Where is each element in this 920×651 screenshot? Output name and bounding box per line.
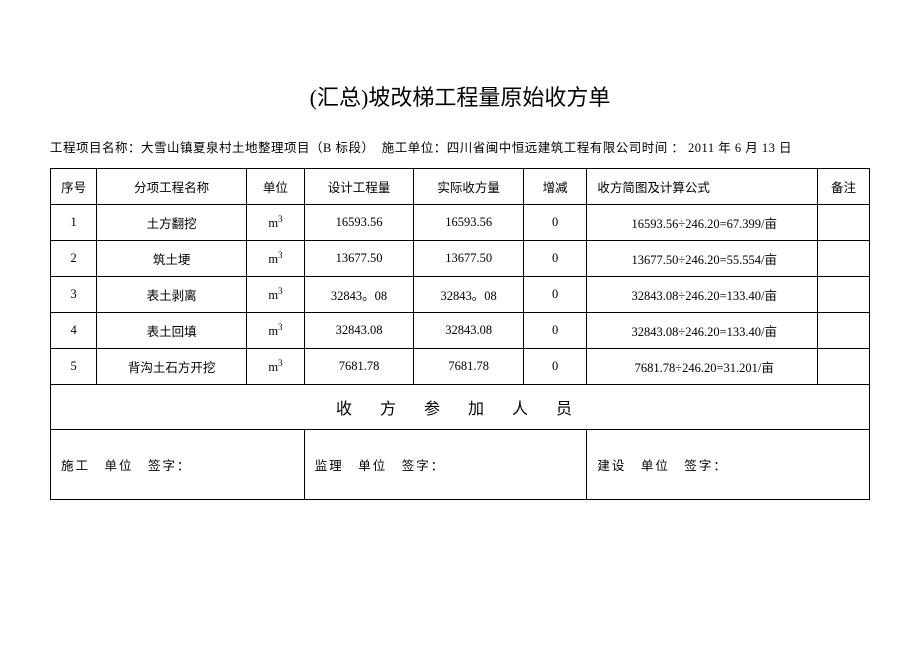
cell-formula: 13677.50÷246.20=55.554/亩: [587, 241, 818, 277]
cell-actual: 32843.08: [414, 313, 524, 349]
cell-remark: [818, 349, 870, 385]
cell-seq: 2: [51, 241, 97, 277]
table-row: 5 背沟土石方开挖 m3 7681.78 7681.78 0 7681.78÷2…: [51, 349, 870, 385]
cell-diff: 0: [523, 205, 586, 241]
project-info: 工程项目名称：大雪山镇夏泉村土地整理项目（B 标段） 施工单位：四川省闽中恒远建…: [50, 137, 792, 156]
col-header-unit: 单位: [247, 169, 305, 205]
cell-remark: [818, 313, 870, 349]
cell-name: 表土剥离: [97, 277, 247, 313]
cell-remark: [818, 241, 870, 277]
participant-header-row: 收 方 参 加 人 员: [51, 385, 870, 430]
table-row: 4 表土回填 m3 32843.08 32843.08 0 32843.08÷2…: [51, 313, 870, 349]
cell-unit: m3: [247, 313, 305, 349]
cell-design: 13677.50: [304, 241, 414, 277]
cell-seq: 5: [51, 349, 97, 385]
col-header-seq: 序号: [51, 169, 97, 205]
date-label: 时间 ：: [642, 141, 685, 155]
cell-design: 16593.56: [304, 205, 414, 241]
col-header-design: 设计工程量: [304, 169, 414, 205]
cell-unit: m3: [247, 349, 305, 385]
sign-supervision: 监理 单位 签字：: [304, 430, 587, 500]
cell-seq: 3: [51, 277, 97, 313]
cell-seq: 4: [51, 313, 97, 349]
cell-name: 土方翻挖: [97, 205, 247, 241]
cell-formula: 32843.08÷246.20=133.40/亩: [587, 313, 818, 349]
table-body: 1 土方翻挖 m3 16593.56 16593.56 0 16593.56÷2…: [51, 205, 870, 500]
cell-actual: 32843。08: [414, 277, 524, 313]
cell-formula: 32843.08÷246.20=133.40/亩: [587, 277, 818, 313]
document-title: (汇总)坡改梯工程量原始收方单: [50, 80, 870, 112]
cell-actual: 7681.78: [414, 349, 524, 385]
sign-owner: 建设 单位 签字：: [587, 430, 870, 500]
cell-unit: m3: [247, 277, 305, 313]
col-header-actual: 实际收方量: [414, 169, 524, 205]
date-value: 2011 年 6 月 13 日: [684, 141, 792, 155]
col-header-formula: 收方简图及计算公式: [587, 169, 818, 205]
col-header-diff: 增减: [523, 169, 586, 205]
cell-actual: 16593.56: [414, 205, 524, 241]
cell-name: 筑土埂: [97, 241, 247, 277]
cell-diff: 0: [523, 349, 586, 385]
quantity-table: 序号 分项工程名称 单位 设计工程量 实际收方量 增减 收方简图及计算公式 备注…: [50, 168, 870, 500]
participant-header: 收 方 参 加 人 员: [51, 385, 870, 430]
table-row: 3 表土剥离 m3 32843。08 32843。08 0 32843.08÷2…: [51, 277, 870, 313]
table-row: 1 土方翻挖 m3 16593.56 16593.56 0 16593.56÷2…: [51, 205, 870, 241]
construction-unit: 四川省闽中恒远建筑工程有限公司: [447, 141, 642, 155]
cell-design: 7681.78: [304, 349, 414, 385]
cell-name: 表土回填: [97, 313, 247, 349]
cell-formula: 7681.78÷246.20=31.201/亩: [587, 349, 818, 385]
signature-row: 施工 单位 签字： 监理 单位 签字： 建设 单位 签字：: [51, 430, 870, 500]
cell-diff: 0: [523, 241, 586, 277]
cell-remark: [818, 277, 870, 313]
cell-formula: 16593.56÷246.20=67.399/亩: [587, 205, 818, 241]
cell-design: 32843。08: [304, 277, 414, 313]
cell-seq: 1: [51, 205, 97, 241]
construction-label: 施工单位：: [382, 141, 447, 155]
table-header-row: 序号 分项工程名称 单位 设计工程量 实际收方量 增减 收方简图及计算公式 备注: [51, 169, 870, 205]
header-info: 工程项目名称：大雪山镇夏泉村土地整理项目（B 标段） 施工单位：四川省闽中恒远建…: [50, 137, 870, 156]
table-row: 2 筑土埂 m3 13677.50 13677.50 0 13677.50÷24…: [51, 241, 870, 277]
cell-unit: m3: [247, 241, 305, 277]
project-name: 大雪山镇夏泉村土地整理项目（B 标段）: [141, 141, 374, 155]
cell-diff: 0: [523, 277, 586, 313]
sign-construction: 施工 单位 签字：: [51, 430, 305, 500]
cell-design: 32843.08: [304, 313, 414, 349]
cell-actual: 13677.50: [414, 241, 524, 277]
col-header-name: 分项工程名称: [97, 169, 247, 205]
project-label: 工程项目名称：: [50, 141, 141, 155]
cell-name: 背沟土石方开挖: [97, 349, 247, 385]
col-header-remark: 备注: [818, 169, 870, 205]
cell-diff: 0: [523, 313, 586, 349]
cell-remark: [818, 205, 870, 241]
cell-unit: m3: [247, 205, 305, 241]
